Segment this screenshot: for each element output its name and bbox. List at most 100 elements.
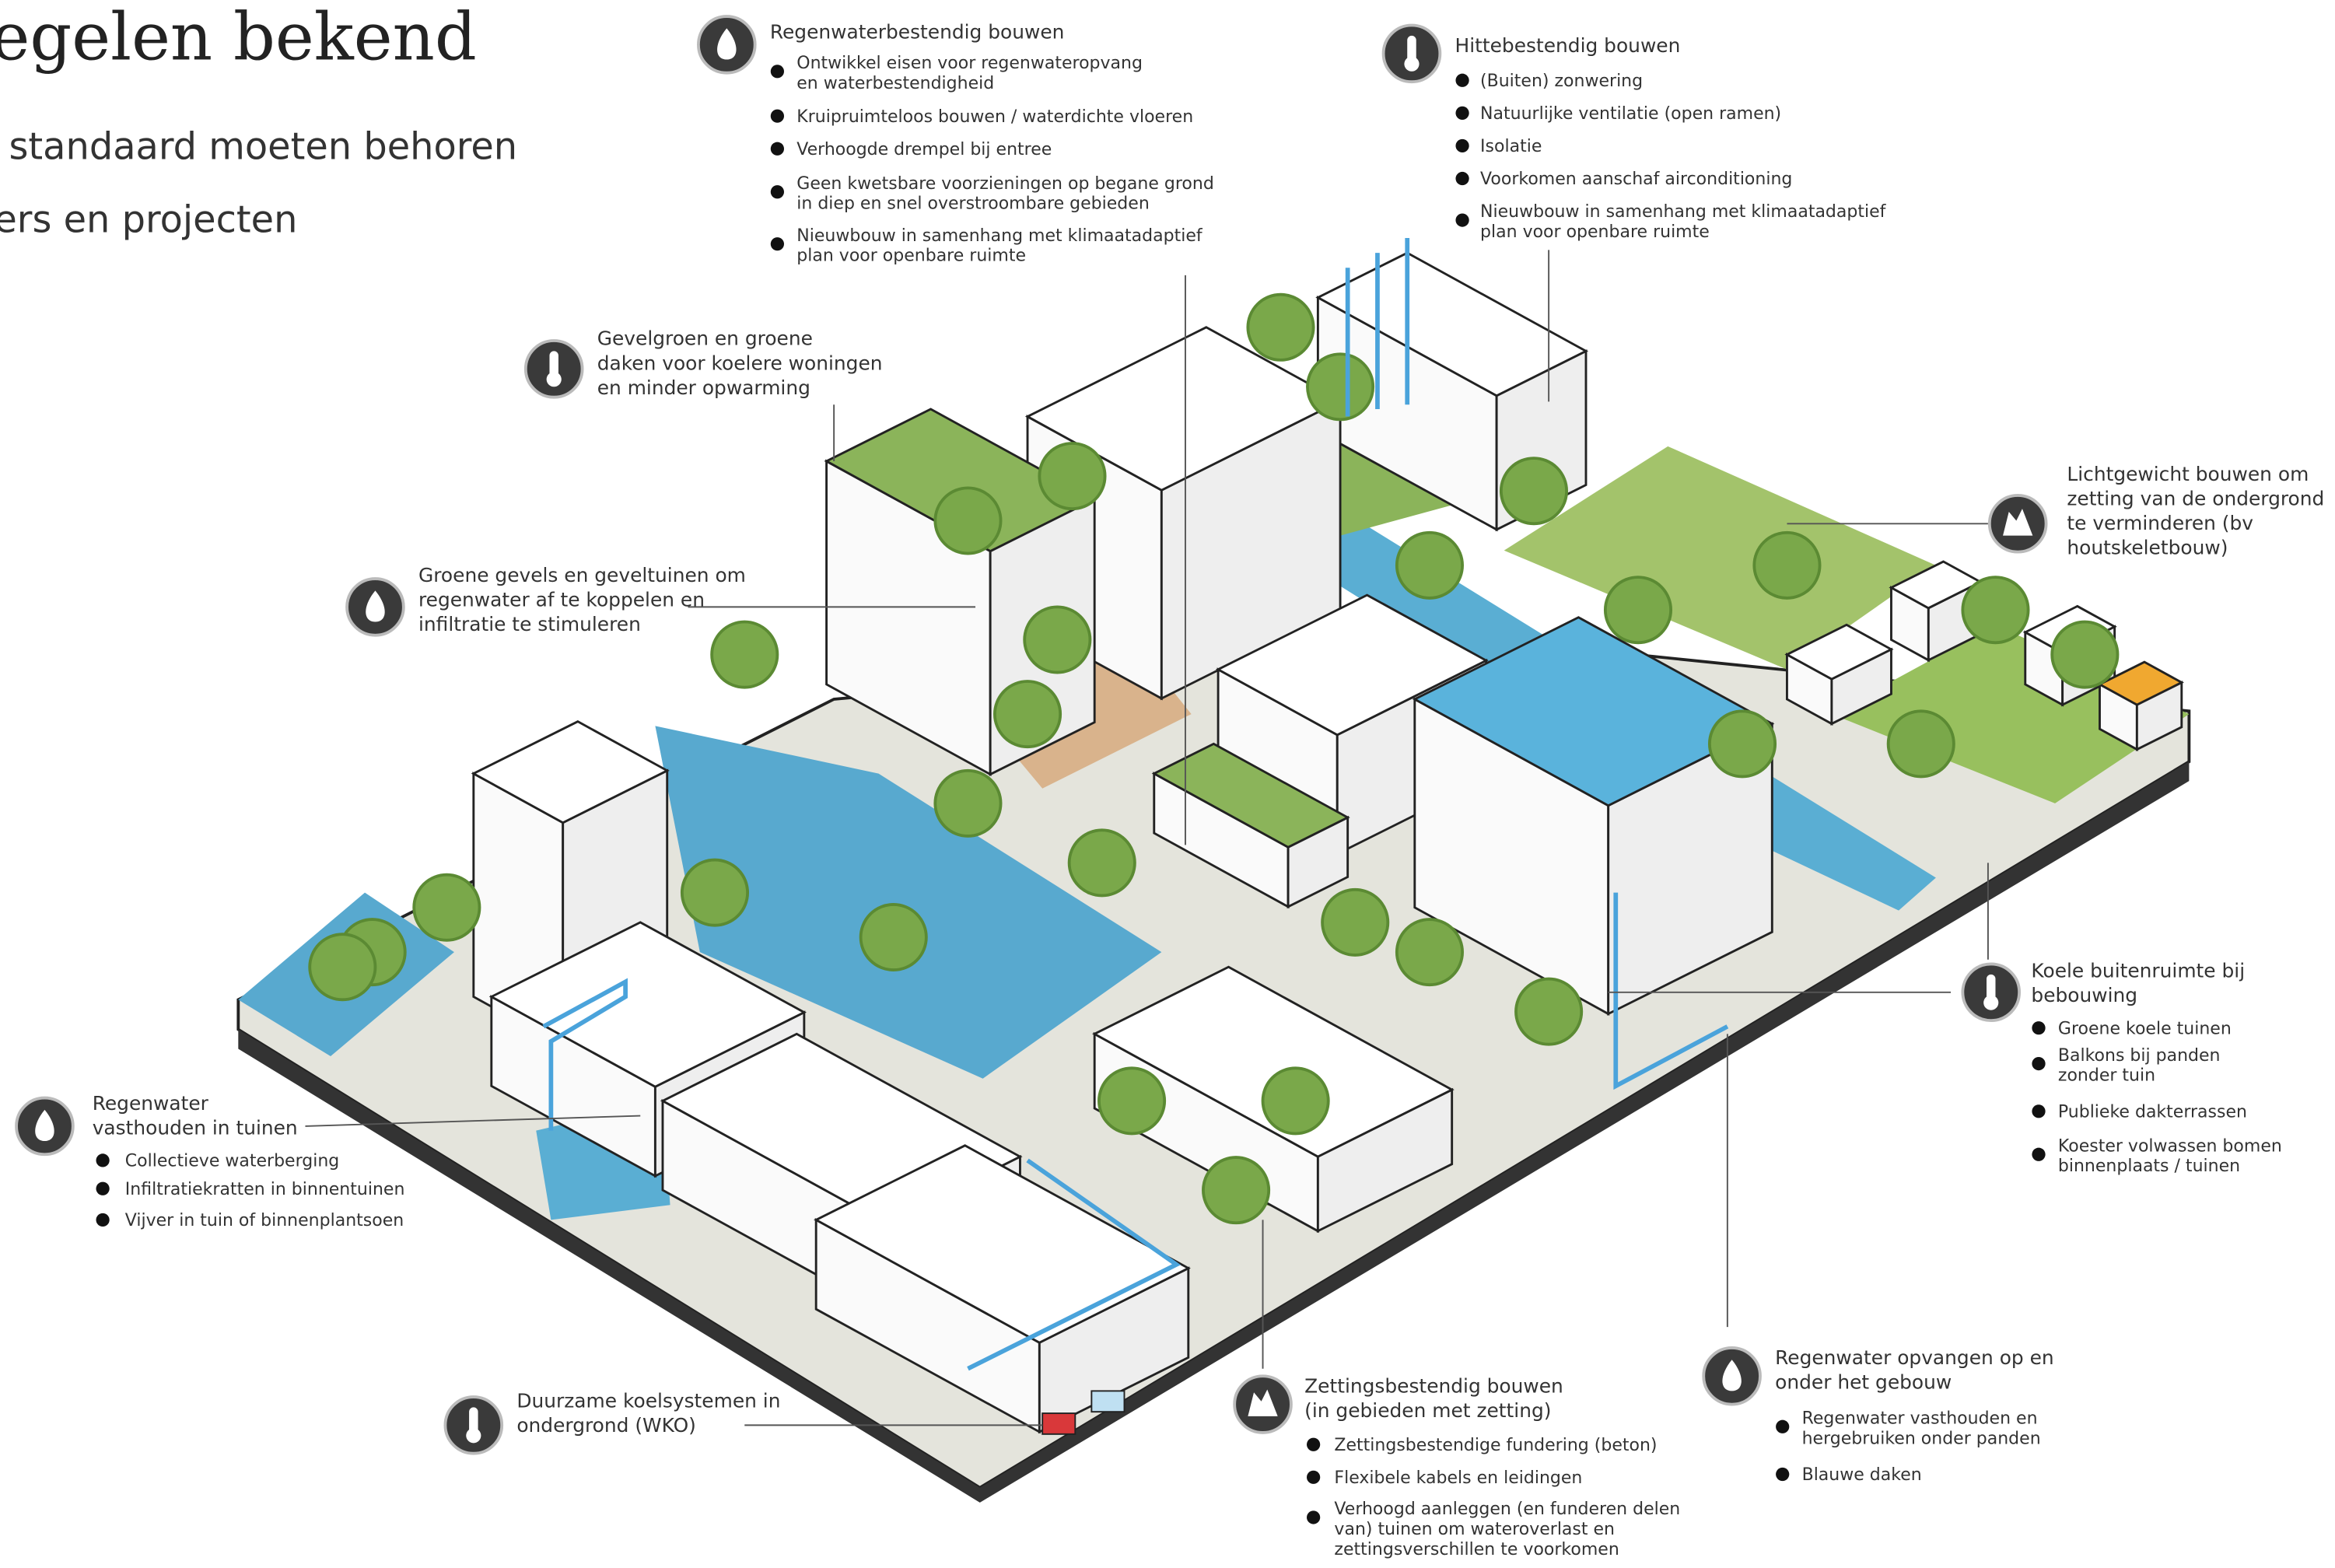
callout-title: Lichtgewicht bouwen om <box>2067 463 2309 485</box>
callout-item: Natuurlijke ventilatie (open ramen) <box>1480 104 1781 124</box>
callout-item: zonder tuin <box>2058 1066 2155 1086</box>
bullet <box>1307 1437 1321 1451</box>
leaders <box>305 250 1989 1426</box>
callout-item: Balkons bij panden <box>2058 1046 2221 1066</box>
airflow-arrow <box>967 1158 1182 1371</box>
callout-title: zetting van de ondergrond <box>2067 487 2324 509</box>
tree <box>1246 292 1315 362</box>
bullet <box>1307 1510 1321 1524</box>
rain-pipe <box>542 978 628 1131</box>
tree <box>933 486 1003 555</box>
bullet <box>1455 106 1469 120</box>
bullet <box>2032 1104 2046 1118</box>
building-roof <box>2097 660 2184 706</box>
callout-item: Publieke dakterrassen <box>2058 1102 2247 1122</box>
green <box>1504 446 1936 670</box>
callout-title: Zettingsbestendig bouwen <box>1304 1374 1563 1397</box>
callout-item: Nieuwbouw in samenhang met klimaatadapti… <box>796 226 1203 246</box>
icon-thermo <box>1983 995 1999 1010</box>
callout-title: ondergrond (WKO) <box>516 1414 696 1437</box>
bullet <box>770 142 785 156</box>
building-roof <box>814 1144 1191 1344</box>
callout-item: in diep en snel overstroombare gebieden <box>796 194 1150 214</box>
callout-item: binnenplaats / tuinen <box>2058 1157 2240 1176</box>
bullet <box>2032 1021 2046 1035</box>
callout-title: vasthouden in tuinen <box>93 1116 298 1139</box>
callout-item: Voorkomen aanschaf airconditioning <box>1480 170 1792 189</box>
tree <box>859 903 928 972</box>
bullet <box>96 1213 110 1227</box>
callout-item: Infiltratiekratten in binnentuinen <box>125 1180 405 1199</box>
rain-pipe <box>1613 892 1729 1090</box>
callout-item: Isolatie <box>1480 137 1542 156</box>
tree <box>1202 1156 1271 1225</box>
callout-item: Geen kwetsbare voorzieningen op begane g… <box>796 174 1214 194</box>
callout-item: (Buiten) zonwering <box>1480 72 1643 91</box>
platform-edge <box>238 761 2190 1503</box>
green <box>1831 625 2190 803</box>
tree <box>1395 918 1464 987</box>
bullet <box>1455 73 1469 87</box>
tree <box>1499 457 1569 526</box>
bullet <box>1455 171 1469 186</box>
callout-item: zettingsverschillen te voorkomen <box>1334 1540 1619 1559</box>
bullet <box>770 185 785 199</box>
tree <box>933 768 1003 838</box>
icon-thermo <box>549 351 558 378</box>
callout-item: Zettingsbestendige fundering (beton) <box>1334 1436 1657 1455</box>
callout-title: infiltratie te stimuleren <box>418 613 641 635</box>
tree <box>2050 620 2120 689</box>
tree <box>1886 709 1955 779</box>
illustration <box>236 238 2191 1503</box>
tree <box>1707 709 1777 779</box>
tree <box>1261 1066 1330 1136</box>
tree <box>1023 605 1092 674</box>
icon-settle <box>1248 1389 1278 1416</box>
bullet <box>1455 138 1469 153</box>
tree <box>412 873 481 942</box>
building-roof <box>1151 742 1350 849</box>
callout-item: Koester volwassen bomen <box>2058 1136 2282 1156</box>
callout-item: Kruipruimteloos bouwen / waterdichte vlo… <box>796 107 1193 127</box>
tree <box>1067 828 1136 898</box>
callout-title: Duurzame koelsystemen in <box>516 1389 780 1412</box>
bullet <box>1455 213 1469 227</box>
bullet <box>2032 1056 2046 1071</box>
tree <box>308 933 377 1002</box>
bullet <box>770 65 785 79</box>
callout-title: Hittebestendig bouwen <box>1455 34 1681 57</box>
callout-item: Ontwikkel eisen voor regenwateropvang <box>796 54 1143 73</box>
tree <box>1514 977 1584 1046</box>
callout-item: Blauwe daken <box>1802 1465 1922 1485</box>
callout-item: Collectieve waterberging <box>125 1152 339 1171</box>
icon-thermo <box>1404 56 1420 72</box>
callout-item: Flexibele kabels en leidingen <box>1334 1468 1582 1488</box>
callout-title: Regenwater <box>93 1092 209 1115</box>
tree <box>1395 530 1464 600</box>
bullet <box>1776 1419 1790 1433</box>
callout-item: Vijver in tuin of binnenplantsoen <box>125 1211 404 1230</box>
leader-line <box>305 1115 641 1127</box>
building-roof <box>1784 623 1894 681</box>
callout-item: Verhoogde drempel bij entree <box>796 140 1052 159</box>
callout-title: Koele buitenruimte bij <box>2031 960 2245 982</box>
tree <box>1752 530 1822 600</box>
callout-title: te verminderen (bv <box>2067 512 2253 534</box>
icon-settle <box>2003 509 2033 536</box>
title: egelen bekend <box>0 0 477 75</box>
callout-item: plan voor openbare ruimte <box>1480 222 1710 242</box>
icon-thermo <box>1986 974 1996 1002</box>
icon-drop <box>717 28 737 60</box>
tree <box>1038 442 1107 511</box>
callout-title: en minder opwarming <box>597 376 810 399</box>
callout-title: regenwater af te koppelen en <box>418 588 705 611</box>
callout-item: Regenwater vasthouden en <box>1802 1409 2038 1428</box>
subtitle-line: ers en projecten <box>0 198 297 241</box>
callout-title: onder het gebouw <box>1775 1371 1952 1394</box>
icon-thermo <box>546 372 562 387</box>
callout-item: plan voor openbare ruimte <box>796 247 1026 266</box>
tree <box>710 620 779 689</box>
bullet <box>1776 1467 1790 1482</box>
building-roof <box>471 720 670 824</box>
